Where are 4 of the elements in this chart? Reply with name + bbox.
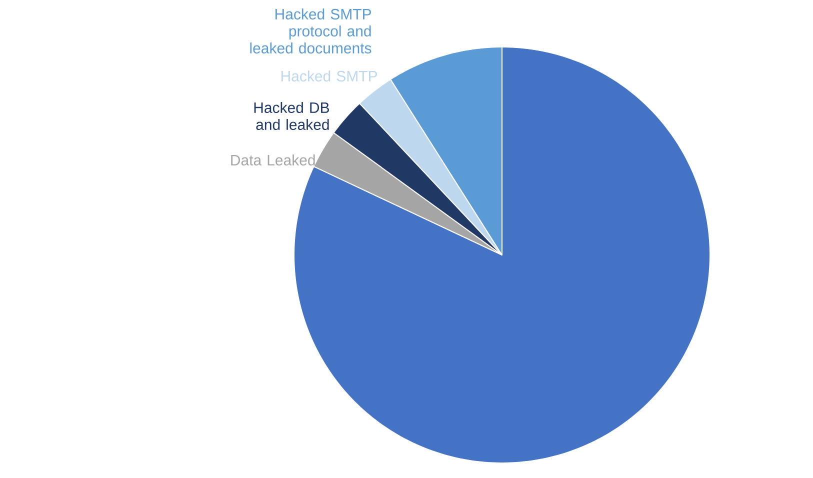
- slice-label: Hacked DB and leaked: [254, 102, 329, 130]
- slice-label: Data Leaked: [231, 154, 315, 166]
- slice-label: Hacked SMTP protocol and leaked documents: [250, 8, 372, 54]
- slice-label: Hacked SMTP: [282, 70, 377, 82]
